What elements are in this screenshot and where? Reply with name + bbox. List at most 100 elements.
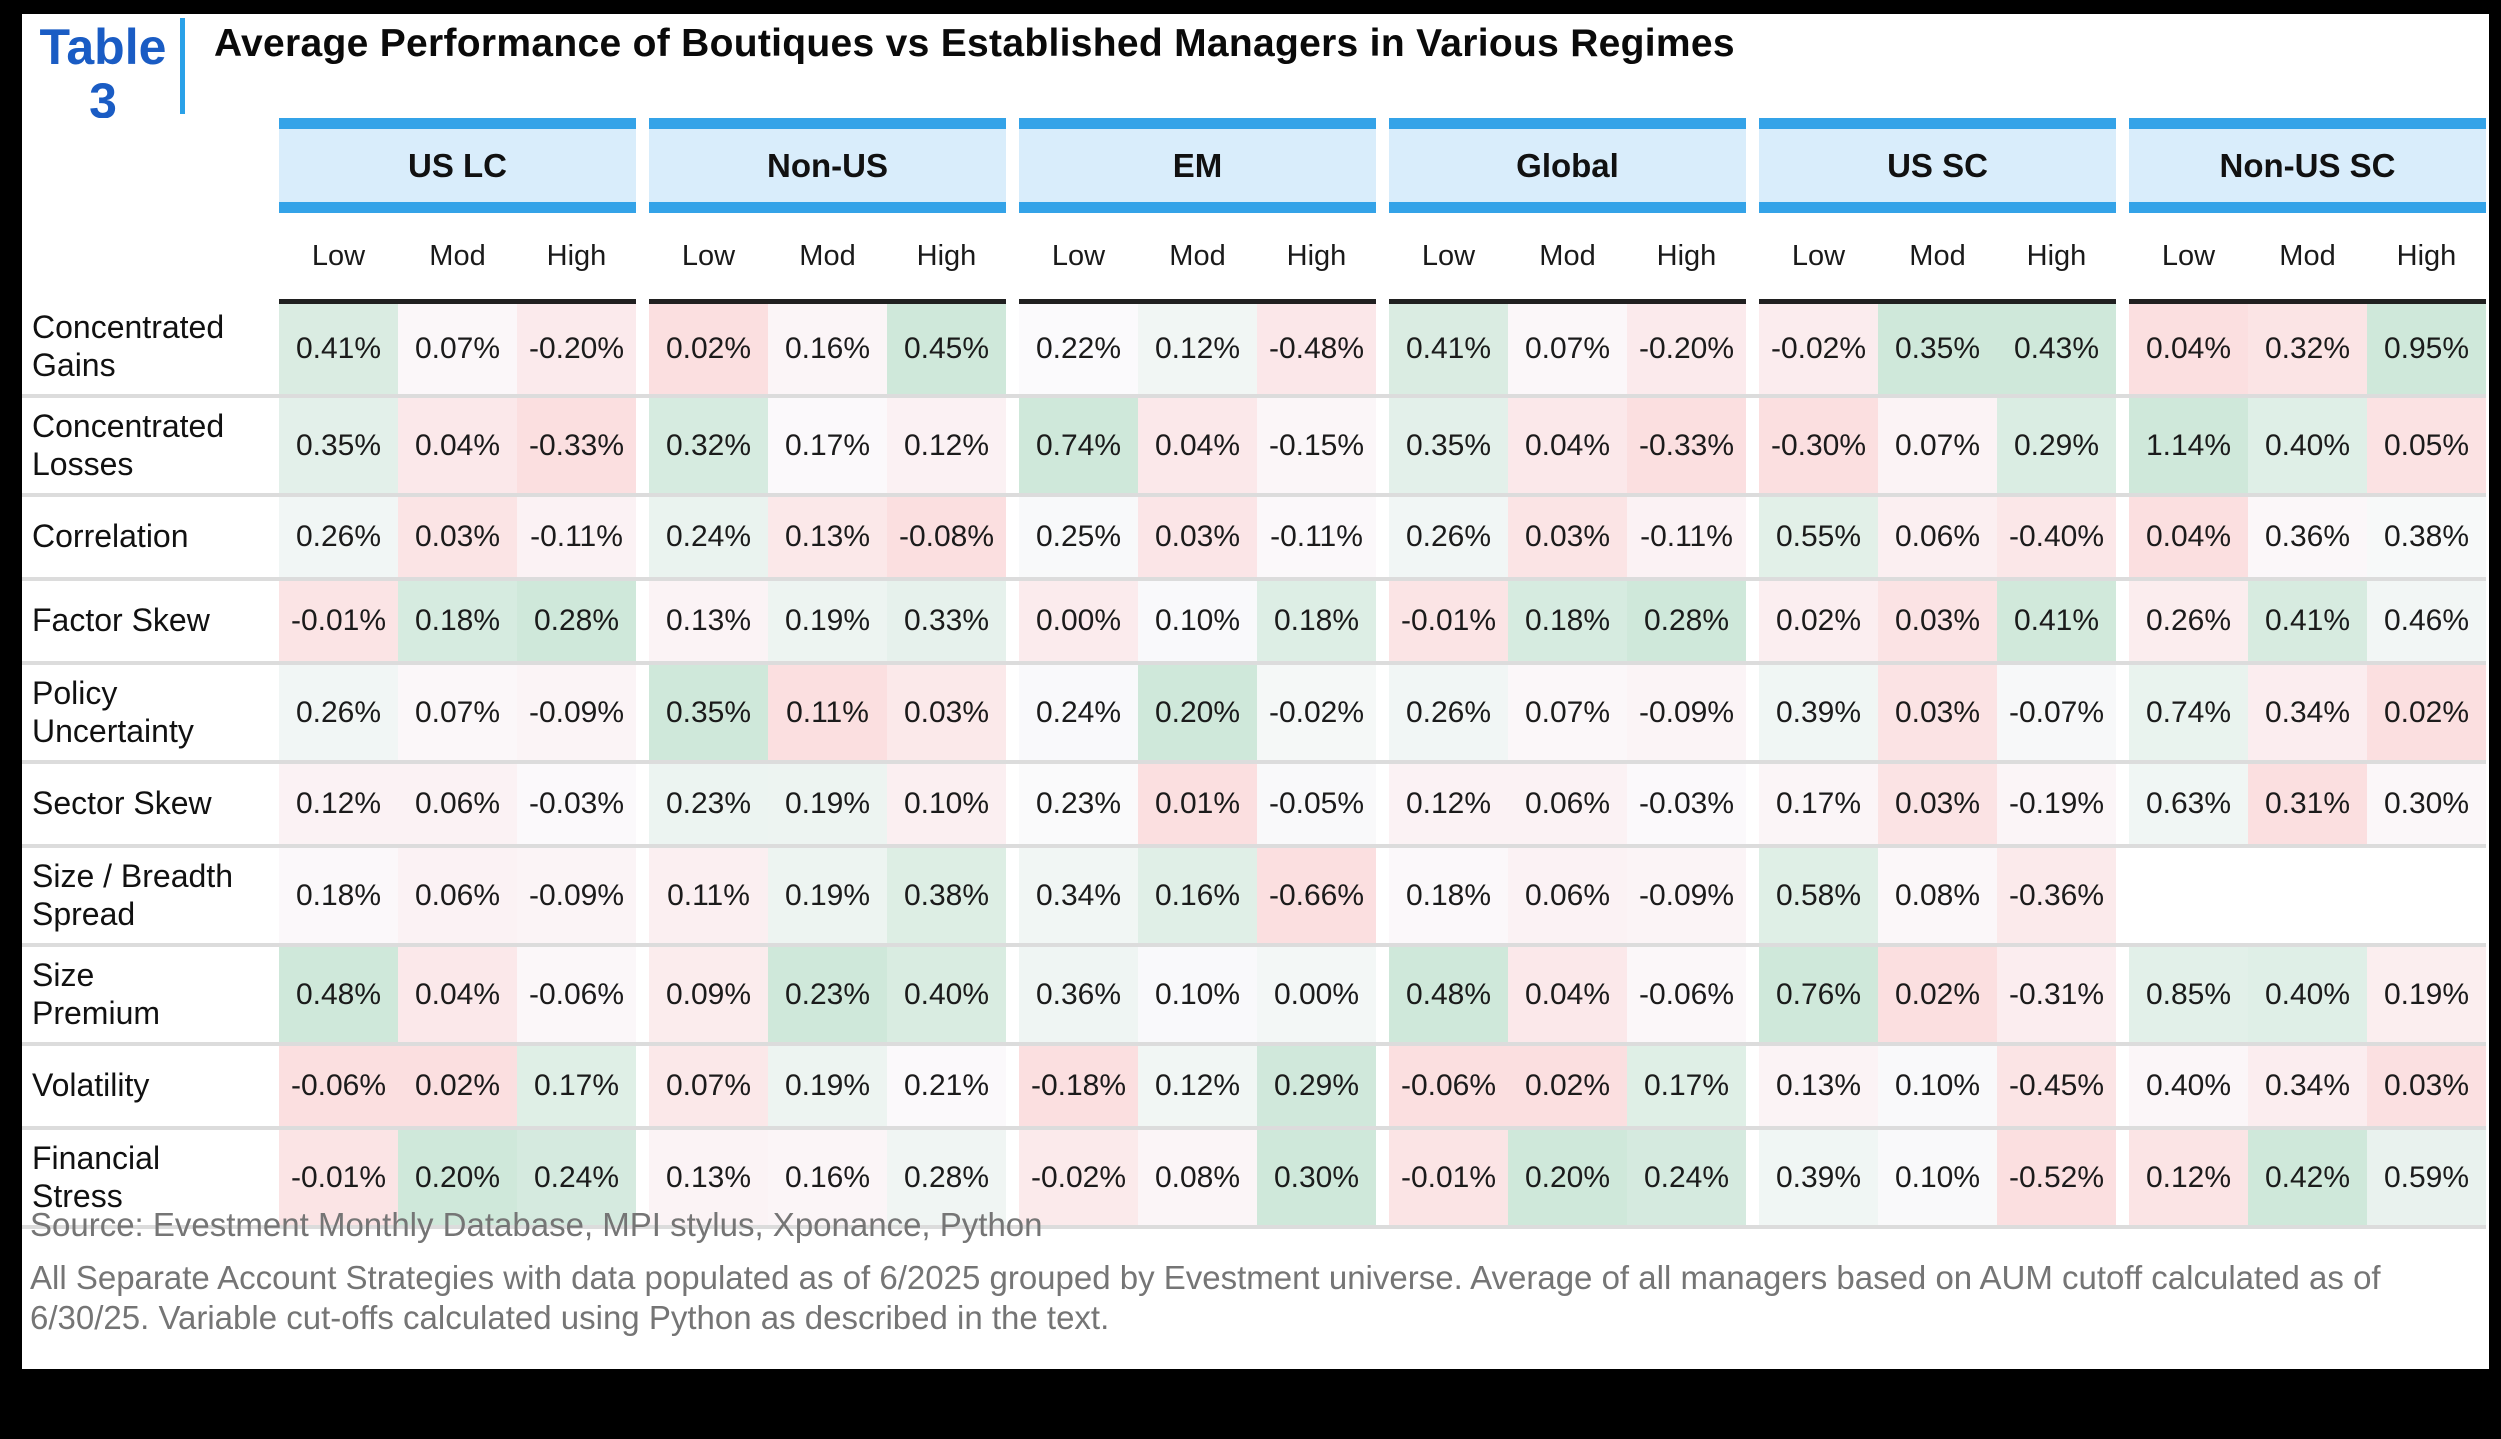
- heatmap-cell: 0.76%: [1759, 947, 1878, 1042]
- heatmap-cell: -0.03%: [1627, 764, 1746, 844]
- heatmap-cell: 0.12%: [887, 398, 1006, 493]
- regime-header-non-us-sc-low: Low: [2161, 239, 2216, 272]
- regime-header-us-sc-mod: Mod: [1909, 239, 1966, 272]
- heatmap-cell: -0.01%: [279, 1130, 398, 1225]
- heatmap-cell: -0.20%: [517, 299, 636, 394]
- column-gutter: [2116, 581, 2129, 661]
- heatmap-cell: 0.45%: [887, 299, 1006, 394]
- heatmap-cell: 0.06%: [1878, 497, 1997, 577]
- heatmap-cell: 0.13%: [649, 581, 768, 661]
- metric-row-volatility: Volatility -0.06% 0.02% 0.17% 0.07% 0.19% 0.21…: [22, 1046, 2486, 1130]
- heatmap-cell: 0.55%: [1759, 497, 1878, 577]
- row-label: Concentrated Gains: [32, 309, 225, 383]
- heatmap-cell: -0.33%: [1627, 398, 1746, 493]
- heatmap-cell: 0.03%: [2367, 1046, 2486, 1126]
- heatmap-cell: 0.19%: [768, 848, 887, 943]
- metric-row-policy-uncertainty: Policy Uncertainty 0.26% 0.07% -0.09% 0.35% 0…: [22, 665, 2486, 764]
- heatmap-cell: 0.28%: [1627, 581, 1746, 661]
- row-label: Sector Skew: [32, 785, 212, 822]
- heatmap-cell: 0.06%: [398, 764, 517, 844]
- row-label: Size / Breadth Spread: [32, 858, 233, 932]
- heatmap-cell: 0.19%: [2367, 947, 2486, 1042]
- heatmap-cell: -0.30%: [1759, 398, 1878, 493]
- row-label: Correlation: [32, 518, 189, 555]
- heatmap-cell: -0.06%: [1627, 947, 1746, 1042]
- heatmap-cell: 0.16%: [768, 299, 887, 394]
- heatmap-cell: 0.17%: [517, 1046, 636, 1126]
- performance-heatmap-table: US LC Non-US EM Global US SC Non-US SC Low Mod H…: [22, 118, 2486, 1229]
- column-gutter: [1376, 848, 1389, 943]
- heatmap-cell: 0.04%: [2129, 299, 2248, 394]
- heatmap-cell: 0.34%: [2248, 665, 2367, 760]
- heatmap-cell: 0.12%: [2129, 1130, 2248, 1225]
- heatmap-cell: 0.18%: [1257, 581, 1376, 661]
- row-label: Size Premium: [32, 957, 161, 1031]
- heatmap-cell: 0.07%: [1878, 398, 1997, 493]
- heatmap-cell: 0.04%: [1508, 398, 1627, 493]
- heatmap-cell: 0.35%: [1878, 299, 1997, 394]
- heatmap-cell: 0.24%: [1627, 1130, 1746, 1225]
- heatmap-cell: 0.06%: [1508, 764, 1627, 844]
- heatmap-cell: 0.28%: [887, 1130, 1006, 1225]
- column-gutter: [2116, 1046, 2129, 1126]
- heatmap-cell: 0.35%: [649, 665, 768, 760]
- table-number-tag: Table 3: [28, 20, 178, 128]
- heatmap-cell: 0.03%: [1878, 665, 1997, 760]
- heatmap-cell: 0.06%: [1508, 848, 1627, 943]
- column-gutter: [1746, 497, 1759, 577]
- metric-row-factor-skew: Factor Skew -0.01% 0.18% 0.28% 0.13% 0.19% 0.3…: [22, 581, 2486, 665]
- row-label: Concentrated Losses: [32, 408, 225, 482]
- column-gutter: [1746, 665, 1759, 760]
- heatmap-cell: -0.31%: [1997, 947, 2116, 1042]
- heatmap-cell: 0.05%: [2367, 398, 2486, 493]
- heatmap-cell: 0.29%: [1997, 398, 2116, 493]
- heatmap-cell: 0.26%: [279, 497, 398, 577]
- regime-header-us-lc-low: Low: [311, 239, 366, 272]
- regime-header-us-lc-high: High: [546, 239, 607, 272]
- heatmap-cell: 0.23%: [649, 764, 768, 844]
- column-gutter: [2116, 213, 2129, 299]
- regime-header-non-us-high: High: [916, 239, 977, 272]
- heatmap-cell: [2367, 848, 2486, 943]
- heatmap-cell: 0.18%: [1508, 581, 1627, 661]
- heatmap-cell: 0.20%: [1508, 1130, 1627, 1225]
- heatmap-cell: 0.19%: [768, 1046, 887, 1126]
- column-gutter: [636, 299, 649, 394]
- column-gutter: [1376, 947, 1389, 1042]
- heatmap-cell: -0.18%: [1019, 1046, 1138, 1126]
- heatmap-cell: 0.21%: [887, 1046, 1006, 1126]
- heatmap-cell: 0.02%: [649, 299, 768, 394]
- heatmap-cell: 0.74%: [2129, 665, 2248, 760]
- figure-canvas: Table 3 Average Performance of Boutiques…: [22, 14, 2489, 1369]
- heatmap-cell: 0.03%: [398, 497, 517, 577]
- column-gutter: [1746, 1130, 1759, 1225]
- group-header-us-lc: US LC: [279, 118, 636, 213]
- metric-row-size-breadth-spread: Size / Breadth Spread 0.18% 0.06% -0.09% 0.1…: [22, 848, 2486, 947]
- column-gutter: [1746, 764, 1759, 844]
- heatmap-cell: 0.35%: [279, 398, 398, 493]
- heatmap-cell: 0.23%: [768, 947, 887, 1042]
- column-gutter: [1006, 665, 1019, 760]
- column-gutter: [1746, 848, 1759, 943]
- figure-footer: Source: Evestment Monthly Database, MPI …: [30, 1206, 2460, 1339]
- column-gutter: [2116, 118, 2129, 213]
- column-gutter: [2116, 848, 2129, 943]
- heatmap-cell: 0.12%: [1138, 299, 1257, 394]
- row-label: Policy Uncertainty: [32, 675, 194, 749]
- figure-title: Average Performance of Boutiques vs Esta…: [214, 22, 1735, 65]
- group-header-em: EM: [1019, 118, 1376, 213]
- group-header-us-sc: US SC: [1759, 118, 2116, 213]
- heatmap-cell: 0.10%: [887, 764, 1006, 844]
- heatmap-cell: 0.10%: [1878, 1130, 1997, 1225]
- table-row: US LC Non-US EM Global US SC Non-US SC: [22, 118, 2486, 213]
- heatmap-cell: 0.23%: [1019, 764, 1138, 844]
- regime-header-em-low: Low: [1051, 239, 1106, 272]
- heatmap-cell: 0.31%: [2248, 764, 2367, 844]
- heatmap-cell: -0.09%: [1627, 665, 1746, 760]
- heatmap-cell: 0.40%: [2129, 1046, 2248, 1126]
- heatmap-cell: 0.01%: [1138, 764, 1257, 844]
- heatmap-cell: -0.09%: [1627, 848, 1746, 943]
- column-gutter: [2116, 665, 2129, 760]
- column-gutter: [636, 764, 649, 844]
